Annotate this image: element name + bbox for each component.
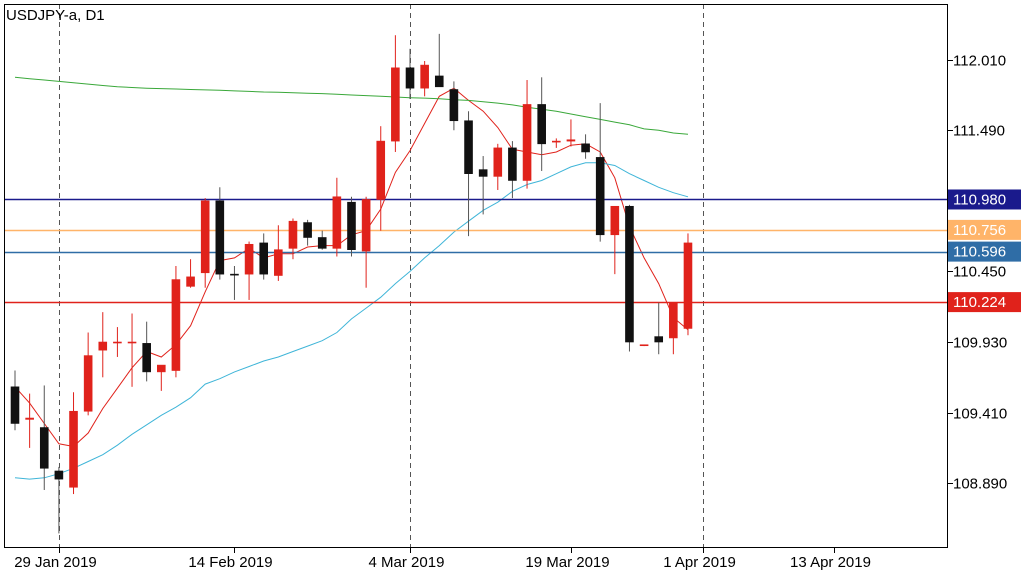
candle-body xyxy=(464,120,473,174)
candle-body xyxy=(595,157,605,236)
time-tick-label: 13 Apr 2019 xyxy=(790,554,871,571)
level-price-tag xyxy=(948,292,1021,313)
time-tick-label: 19 Mar 2019 xyxy=(525,554,609,571)
candle-body xyxy=(171,279,181,371)
price-tick-label: 109.930 xyxy=(953,335,1007,352)
candle-body xyxy=(478,169,488,177)
moving-average-line xyxy=(14,162,689,480)
candle-body xyxy=(215,200,225,275)
candle-body xyxy=(376,140,386,200)
candle-body xyxy=(259,242,269,275)
level-price-tag xyxy=(948,189,1021,210)
candle-body xyxy=(552,140,561,143)
level-price-label: 110.224 xyxy=(953,294,1006,311)
candle-body xyxy=(405,67,415,89)
price-tick-label: 110.450 xyxy=(953,264,1006,281)
candle-body xyxy=(449,89,459,122)
candle-body xyxy=(566,139,576,142)
level-price-label: 110.980 xyxy=(953,191,1006,208)
candle-body xyxy=(317,237,327,249)
candle-body xyxy=(113,341,122,344)
candle-body xyxy=(54,470,64,480)
candle-body xyxy=(493,147,503,177)
candle-body xyxy=(391,67,400,142)
candle-body xyxy=(639,344,649,347)
candle-body xyxy=(654,336,664,343)
time-tick-label: 29 Jan 2019 xyxy=(14,554,97,571)
candle-body xyxy=(83,355,93,412)
candle-body xyxy=(581,143,590,153)
time-tick-label: 4 Mar 2019 xyxy=(369,554,445,571)
candle-body xyxy=(25,417,34,420)
candle-body xyxy=(200,200,210,274)
candle-body xyxy=(39,427,49,469)
price-tick-label: 109.410 xyxy=(953,406,1007,423)
moving-average-line xyxy=(14,76,689,135)
candle-body xyxy=(508,147,517,181)
candle-body xyxy=(69,410,78,488)
candle-body xyxy=(244,243,254,275)
price-tick-label: 112.010 xyxy=(953,53,1006,70)
candle-body xyxy=(157,364,166,373)
chart-title: USDJPY-a, D1 xyxy=(6,7,105,24)
candle-body xyxy=(625,205,634,343)
candle-body xyxy=(332,196,342,249)
candle-body xyxy=(142,343,151,373)
moving-average-line xyxy=(14,87,689,448)
candle-body xyxy=(10,386,20,424)
candle-body xyxy=(537,104,546,145)
time-tick-label: 1 Apr 2019 xyxy=(663,554,736,571)
candle-body xyxy=(127,341,137,344)
candle-body xyxy=(288,220,298,249)
candle-body xyxy=(683,242,693,329)
candle-body xyxy=(610,205,620,236)
candle-body xyxy=(420,64,429,89)
candle-body xyxy=(98,341,108,351)
level-price-label: 110.596 xyxy=(953,244,1006,261)
candle-body xyxy=(274,249,283,276)
candle-body xyxy=(347,201,356,251)
level-price-label: 110.756 xyxy=(953,222,1006,239)
price-tick-label: 111.490 xyxy=(953,123,1005,140)
candle-body xyxy=(361,199,371,252)
time-tick-label: 14 Feb 2019 xyxy=(188,554,272,571)
price-tick-label: 108.890 xyxy=(953,476,1007,493)
level-price-tag xyxy=(948,241,1021,262)
candle-body xyxy=(669,302,678,339)
candle-body xyxy=(303,222,312,238)
level-price-tag xyxy=(948,219,1021,240)
candle-body xyxy=(522,104,532,181)
candle-body xyxy=(230,273,239,276)
candle-body xyxy=(434,75,444,88)
candle-body xyxy=(186,276,195,287)
